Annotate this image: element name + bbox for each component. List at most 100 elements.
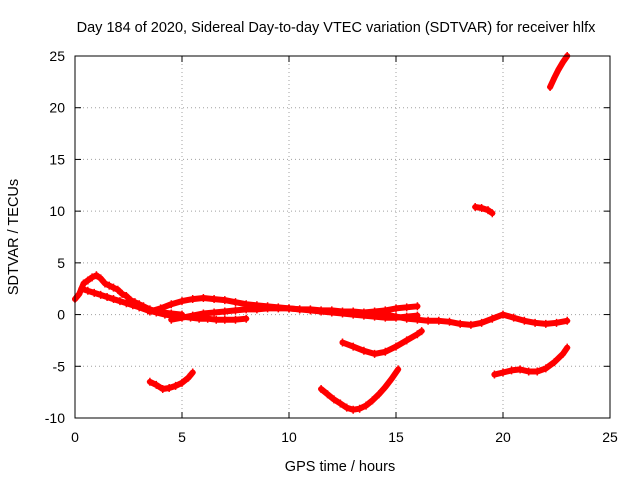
- data-point: [324, 390, 331, 399]
- data-point: [200, 294, 207, 303]
- data-point: [542, 364, 549, 373]
- data-point: [136, 303, 143, 312]
- data-point: [339, 307, 346, 316]
- data-point: [559, 58, 566, 67]
- data-point: [211, 295, 218, 304]
- data-point: [168, 300, 175, 309]
- data-point: [547, 83, 554, 92]
- data-point: [146, 377, 153, 386]
- data-point: [534, 367, 541, 376]
- data-point: [517, 365, 524, 374]
- data-series-track-7: [318, 365, 402, 414]
- data-point: [179, 297, 185, 306]
- data-point: [286, 304, 292, 313]
- data-point: [363, 401, 370, 410]
- data-point: [101, 279, 108, 288]
- data-series-track-9: [472, 203, 496, 218]
- data-point: [119, 289, 126, 298]
- data-point: [414, 330, 421, 339]
- data-point: [382, 347, 389, 356]
- x-tick-label: 15: [388, 429, 404, 445]
- data-point: [382, 310, 389, 319]
- data-point: [253, 305, 260, 314]
- data-point: [110, 283, 117, 292]
- data-point: [307, 305, 314, 314]
- data-point: [232, 306, 239, 315]
- series-line: [491, 344, 571, 378]
- data-point: [84, 276, 91, 285]
- x-tick-label: 20: [495, 429, 511, 445]
- data-point: [296, 305, 303, 314]
- data-point: [369, 396, 376, 405]
- y-tick-label: -5: [53, 358, 66, 374]
- y-tick-label: 20: [49, 100, 65, 116]
- data-point: [339, 338, 346, 347]
- data-point: [106, 281, 113, 290]
- data-point: [76, 289, 83, 298]
- data-point: [221, 307, 228, 316]
- data-point: [80, 279, 87, 288]
- y-tick-label: 25: [49, 48, 65, 64]
- data-point: [446, 317, 453, 326]
- data-point: [425, 316, 432, 325]
- data-point: [371, 349, 378, 358]
- data-point: [403, 314, 410, 323]
- data-point: [159, 385, 166, 394]
- data-point: [318, 306, 325, 315]
- x-tick-label: 0: [71, 429, 79, 445]
- data-point: [172, 381, 179, 390]
- data-point: [123, 299, 130, 308]
- data-point: [500, 368, 506, 377]
- data-point: [129, 301, 136, 310]
- data-point: [553, 318, 560, 327]
- data-point: [559, 349, 566, 358]
- data-point: [489, 314, 496, 323]
- gridlines: [75, 56, 610, 418]
- data-point: [104, 292, 111, 301]
- data-point: [564, 343, 571, 352]
- data-point: [375, 390, 382, 399]
- y-tick-label: 10: [49, 203, 65, 219]
- data-series-track-5: [371, 308, 571, 329]
- data-point: [243, 305, 250, 314]
- data-point: [371, 308, 378, 317]
- data-point: [551, 73, 558, 82]
- data-point: [166, 384, 173, 393]
- data-point: [114, 285, 121, 294]
- data-point: [532, 318, 539, 327]
- y-axis-label: SDTVAR / TECUs: [6, 179, 22, 295]
- data-point: [525, 367, 532, 376]
- data-point: [555, 65, 562, 74]
- data-point: [491, 370, 498, 379]
- data-point: [264, 304, 271, 313]
- data-point: [403, 303, 410, 312]
- data-point: [275, 304, 282, 313]
- data-point: [418, 327, 425, 336]
- data-point: [542, 319, 549, 328]
- data-point: [89, 273, 96, 282]
- data-point: [403, 336, 410, 345]
- plot-frame: [74, 55, 611, 419]
- y-tick-label: 5: [57, 255, 65, 271]
- data-point: [179, 378, 185, 387]
- data-point: [467, 320, 474, 329]
- chart-title: Day 184 of 2020, Sidereal Day-to-day VTE…: [77, 20, 596, 36]
- axis-ticks: 0 5 10 15 20 25 -10 -5 0 5 10 15 20 25: [45, 48, 618, 445]
- data-point: [161, 310, 168, 319]
- data-point: [393, 304, 399, 313]
- data-point: [500, 310, 506, 319]
- data-point: [97, 274, 104, 283]
- x-axis-label: GPS time / hours: [285, 459, 395, 475]
- data-point: [146, 307, 153, 316]
- data-point: [123, 291, 130, 300]
- data-point: [116, 297, 123, 306]
- data-point: [157, 304, 164, 313]
- y-tick-label: 15: [49, 151, 65, 167]
- data-point: [521, 316, 528, 325]
- data-point: [393, 312, 399, 321]
- data-point: [395, 365, 402, 374]
- data-point: [330, 395, 337, 404]
- data-point: [168, 315, 175, 324]
- data-point: [414, 302, 421, 311]
